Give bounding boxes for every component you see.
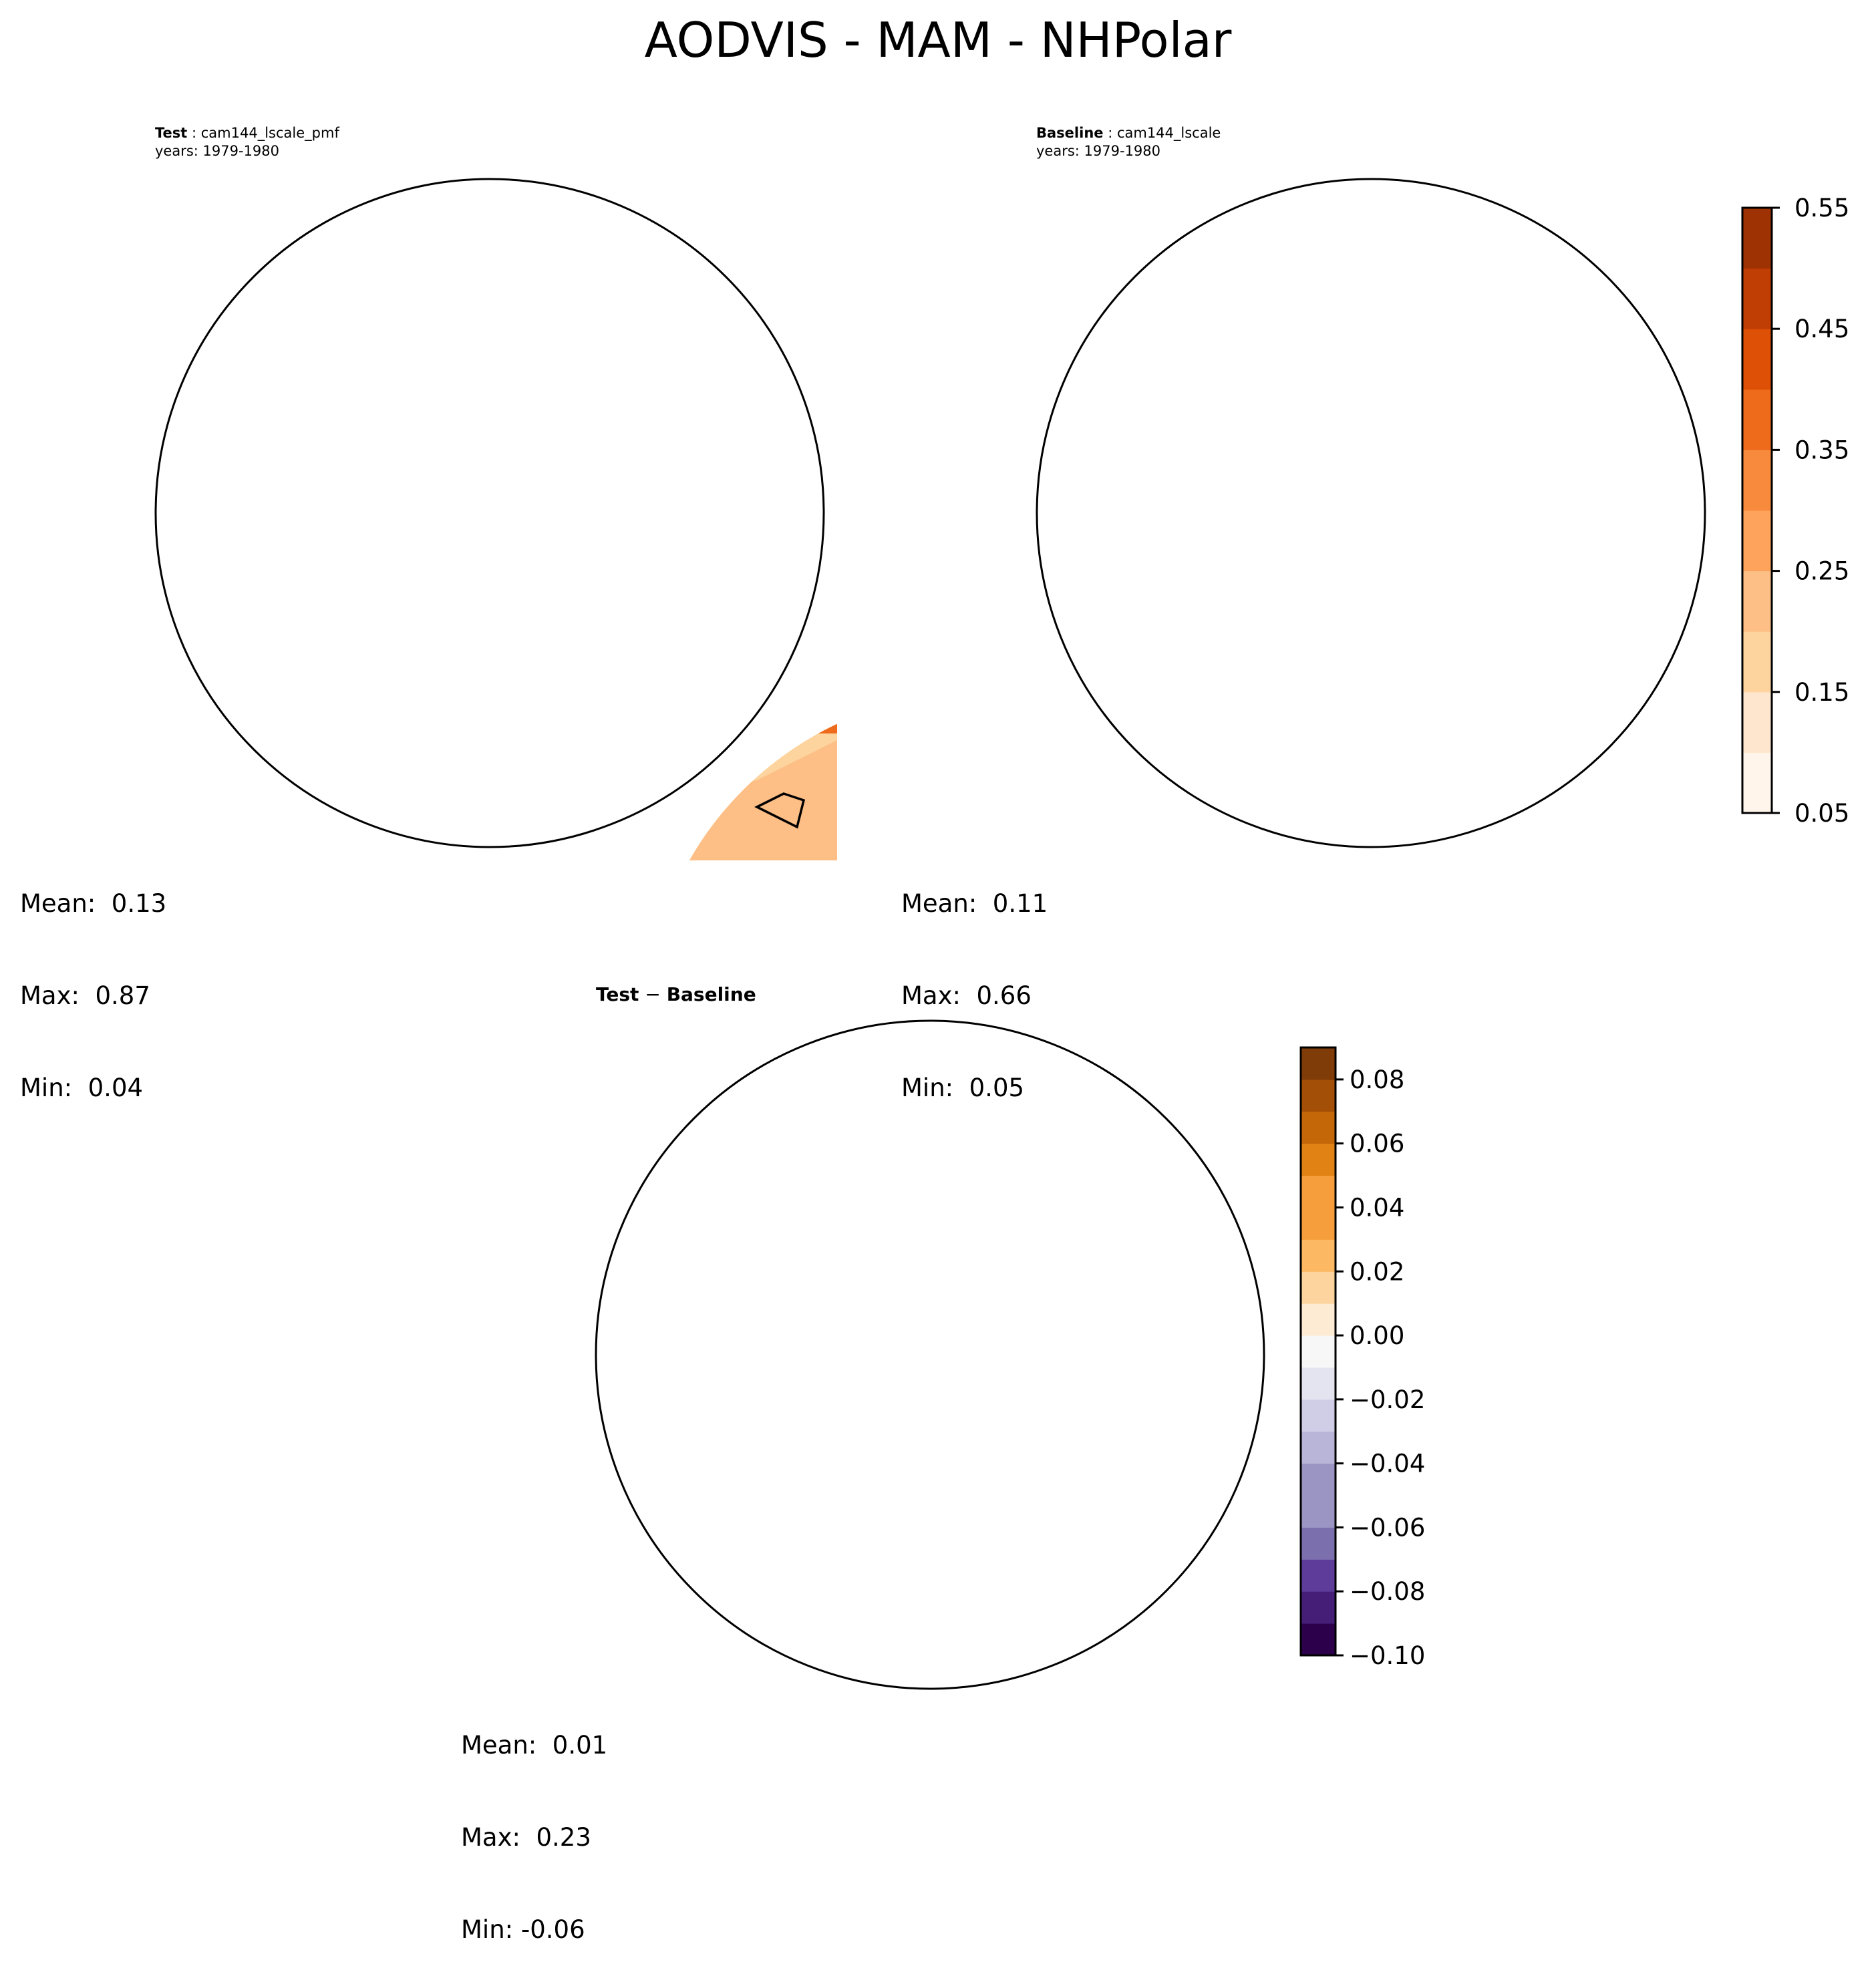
colorbar-diff-swatch: [1301, 1591, 1336, 1624]
baseline-map: [1036, 178, 1706, 848]
colorbar-main: 0.55 0.45 0.35 0.25 0.15 0.05: [1741, 194, 1849, 828]
colorbar-diff-tick-label: −0.06: [1350, 1513, 1425, 1542]
colorbar-diff-tick-label: 0.00: [1350, 1321, 1404, 1350]
colorbar-diff-frame: [1299, 1046, 1337, 1657]
colorbar-diff-tick-label: −0.08: [1350, 1577, 1425, 1606]
colorbar-main-swatch: [1742, 631, 1772, 693]
baseline-case-name: cam144_lscale: [1116, 125, 1221, 141]
baseline-min: Min: 0.05: [901, 1074, 1025, 1102]
colorbar-main-swatch: [1742, 329, 1772, 390]
colorbar-diff-swatch: [1301, 1527, 1336, 1560]
figure-canvas: 0.550.450.350.250.150.05 0.080.060.040.0…: [154, 178, 1849, 1690]
colorbar-diff-swatch: [1301, 1495, 1336, 1528]
baseline-max: Max: 0.66: [901, 981, 1032, 1010]
test-case-name: cam144_lscale_pmf: [200, 125, 339, 141]
colorbar-diff-tick-label: 0.02: [1350, 1257, 1404, 1286]
colorbar-main-tick-label: 0.45: [1794, 315, 1849, 343]
colorbar-diff-swatch: [1301, 1367, 1336, 1400]
colorbar-diff-swatch: [1301, 1463, 1336, 1496]
test-panel-title: Test : cam144_lscale_pmf years: 1979-198…: [155, 125, 339, 159]
colorbar-main-tick-label: 0.25: [1794, 557, 1849, 586]
colorbar-main-tick-label: 0.35: [1794, 436, 1849, 464]
baseline-years: years: 1979-1980: [1036, 143, 1161, 159]
colorbar-main-swatch: [1742, 389, 1772, 450]
colorbar-main-swatch: [1742, 752, 1772, 814]
test-years: years: 1979-1980: [155, 143, 280, 159]
colorbar-diff-swatch: [1301, 1335, 1336, 1368]
diff-label-test: Test: [596, 983, 639, 1005]
colorbar-diff-tick-label: 0.08: [1350, 1065, 1404, 1094]
diff-mean: Mean: 0.01: [461, 1731, 608, 1760]
colorbar-diff: 0.08 0.06 0.04 0.02 0.00 −0.02 −0.04 −0.06 −0.08…: [1299, 1046, 1425, 1670]
test-stats: Mean: 0.13 Max: 0.87 Min: 0.04: [20, 827, 166, 1134]
colorbar-diff-tick-label: −0.10: [1350, 1641, 1425, 1670]
colorbar-diff-swatch: [1301, 1239, 1336, 1272]
figure-title: AODVIS - MAM - NHPolar: [644, 12, 1232, 68]
colorbar-diff-swatch: [1301, 1431, 1336, 1464]
colorbar-diff-swatch: [1301, 1047, 1336, 1080]
baseline-stats: Mean: 0.11 Max: 0.66 Min: 0.05: [901, 827, 1048, 1134]
colorbar-diff-swatch: [1301, 1303, 1336, 1336]
colorbar-diff-swatch: [1301, 1623, 1336, 1656]
colorbar-diff-tick-label: 0.04: [1350, 1193, 1404, 1222]
colorbar-diff-swatch: [1301, 1559, 1336, 1592]
test-mean: Mean: 0.13: [20, 889, 167, 918]
test-max: Max: 0.87: [20, 981, 150, 1010]
colorbar-diff-swatch: [1301, 1399, 1336, 1432]
diff-panel-title: Test − Baseline: [596, 983, 756, 1005]
colorbar-main-swatch: [1742, 268, 1772, 329]
test-min: Min: 0.04: [20, 1074, 144, 1102]
colorbar-main-swatch: [1742, 570, 1772, 632]
diff-label-baseline: Baseline: [666, 983, 756, 1005]
colorbar-diff-swatch: [1301, 1207, 1336, 1240]
colorbar-diff-swatch: [1301, 1143, 1336, 1176]
colorbar-main-swatch: [1742, 208, 1772, 269]
colorbar-main-tick-label: 0.55: [1794, 194, 1849, 222]
baseline-panel-title: Baseline : cam144_lscale years: 1979-198…: [1036, 125, 1221, 159]
test-label: Test: [155, 125, 188, 141]
colorbar-diff-tick-label: 0.06: [1350, 1130, 1404, 1158]
colorbar-diff-swatch: [1301, 1175, 1336, 1208]
colorbar-diff-swatch: [1301, 1111, 1336, 1144]
colorbar-diff-swatch: [1301, 1079, 1336, 1112]
baseline-label: Baseline: [1036, 125, 1104, 141]
colorbar-main-tick-label: 0.15: [1794, 678, 1849, 707]
colorbar-diff-tick-label: −0.04: [1350, 1450, 1425, 1478]
diff-min: Min: -0.06: [461, 1915, 585, 1944]
colorbar-main-swatch: [1742, 510, 1772, 572]
colorbar-main-frame: [1741, 206, 1773, 814]
colorbar-diff-tick-label: −0.02: [1350, 1385, 1425, 1414]
colorbar-diff-swatch: [1301, 1271, 1336, 1304]
baseline-mean: Mean: 0.11: [901, 889, 1048, 918]
colorbar-main-tick-label: 0.05: [1794, 799, 1849, 828]
test-map: [154, 178, 892, 860]
colorbar-main-swatch: [1742, 450, 1772, 511]
diff-map: [595, 1019, 1265, 1690]
colorbar-main-swatch: [1742, 691, 1772, 753]
diff-max: Max: 0.23: [461, 1823, 591, 1852]
